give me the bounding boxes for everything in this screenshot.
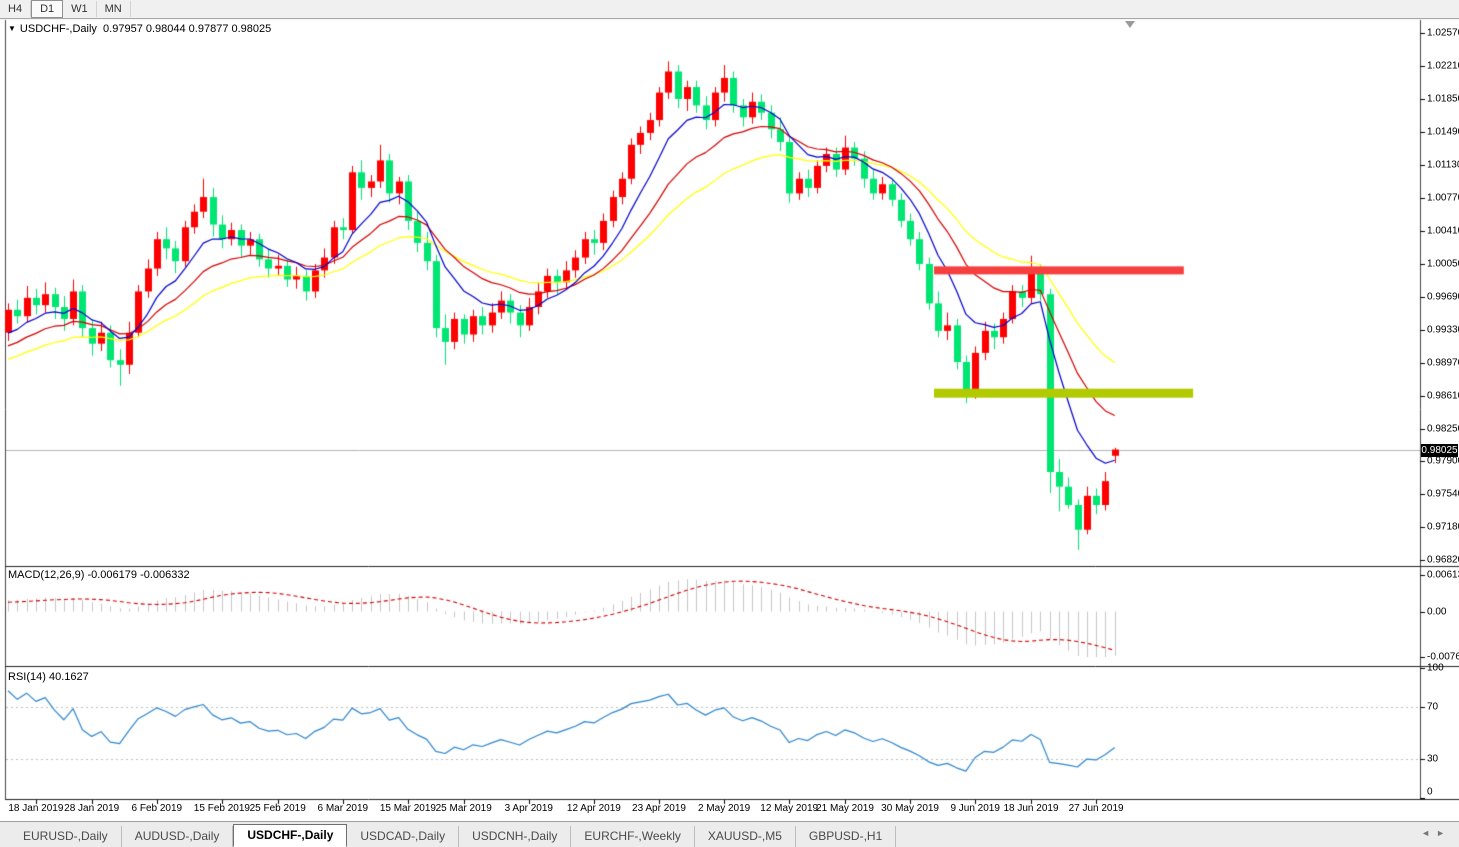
date-axis-label: 2 May 2019 [697,803,751,814]
tab-gbpusd-h1[interactable]: GBPUSD-,H1 [796,826,897,847]
date-axis-label: 6 Mar 2019 [317,803,369,814]
date-axis-label: 12 May 2019 [760,803,819,814]
date-axis-label: 3 Apr 2019 [504,803,553,814]
price-axis-label: 1.01130 [1427,159,1459,171]
tab-eurusd-daily[interactable]: EURUSD-,Daily [10,826,122,847]
current-price-tag: 0.98025 [1421,444,1458,457]
chart-shift-marker-icon[interactable] [1125,21,1135,28]
macd-axis-label: -0.007612 [1427,651,1459,663]
macd-axis-label: 0.00613 [1427,569,1459,581]
date-axis-label: 23 Apr 2019 [632,803,686,814]
timeframe-toolbar: H4 D1 W1 MN [0,0,1459,19]
tab-usdcad-daily[interactable]: USDCAD-,Daily [347,826,460,847]
symbol-tabbar: EURUSD-,Daily AUDUSD-,Daily USDCHF-,Daily U… [0,821,1459,847]
date-axis-label: 12 Apr 2019 [566,803,621,814]
date-axis-label: 18 Jan 2019 [8,803,64,814]
scroll-left-icon[interactable]: ◄ [1421,828,1437,838]
scroll-right-icon[interactable]: ► [1436,828,1451,838]
date-axis-label: 15 Feb 2019 [193,803,250,814]
timeframe-button-w1[interactable]: W1 [63,1,97,17]
tab-usdchf-daily[interactable]: USDCHF-,Daily [233,824,348,847]
rsi-axis-label: 30 [1427,753,1439,765]
date-axis-label: 25 Feb 2019 [249,803,306,814]
timeframe-button-h4[interactable]: H4 [0,1,32,17]
tab-usdcnh-daily[interactable]: USDCNH-,Daily [459,826,572,847]
date-axis-label: 25 Mar 2019 [435,803,492,814]
tab-xauusd-m5[interactable]: XAUUSD-,M5 [695,826,796,847]
date-axis-label: 18 Jun 2019 [1003,803,1059,814]
date-axis-label: 30 May 2019 [881,803,940,814]
rsi-axis-label: 0 [1427,786,1433,798]
price-axis-label: 1.00770 [1427,192,1459,204]
rsi-axis-label: 100 [1427,662,1444,674]
tab-eurchf-weekly[interactable]: EURCHF-,Weekly [571,826,695,847]
date-axis-label: 6 Feb 2019 [131,803,183,814]
price-axis-label: 1.02570 [1427,27,1459,39]
price-axis-label: 1.01490 [1427,126,1459,138]
price-axis-label: 1.02210 [1427,60,1459,72]
date-axis-label: 15 Mar 2019 [379,803,436,814]
price-axis-label: 1.00410 [1427,225,1459,237]
date-axis-label: 21 May 2019 [816,803,874,814]
horizontal-scrollbar[interactable]: ◄► [1421,828,1451,838]
macd-axis-label: 0.00 [1427,606,1447,618]
price-axis-label: 1.01850 [1427,93,1459,105]
timeframe-button-d1[interactable]: D1 [31,0,64,18]
date-axis-label: 28 Jan 2019 [64,803,120,814]
rsi-axis-label: 70 [1427,701,1439,713]
timeframe-button-mn[interactable]: MN [97,1,131,17]
date-axis-label: 9 Jun 2019 [950,803,1000,814]
date-axis-label: 27 Jun 2019 [1068,803,1124,814]
tab-audusd-daily[interactable]: AUDUSD-,Daily [122,826,234,847]
